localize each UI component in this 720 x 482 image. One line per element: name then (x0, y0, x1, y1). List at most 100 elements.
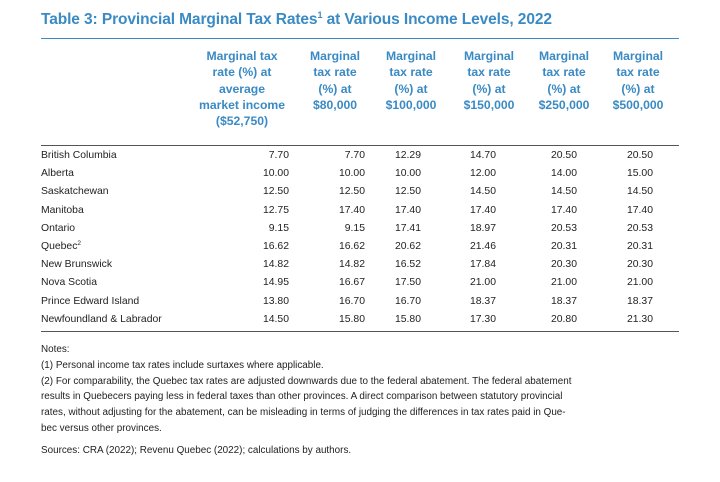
title-rule (41, 38, 679, 39)
rate-cell: 17.40 (469, 204, 496, 216)
table-row: New Brunswick 14.82 14.82 16.52 17.84 20.30 20… (41, 259, 681, 275)
rate-cell: 10.00 (394, 168, 421, 180)
province-name-text: Nova Scotia (41, 277, 98, 289)
rate-cell: 20.50 (550, 150, 577, 161)
rate-cell: 16.70 (394, 295, 421, 307)
province-name-text: Manitoba (41, 204, 84, 216)
note-2-line-1: (2) For comparability, the Quebec tax ra… (41, 375, 572, 387)
rate-cell: 20.30 (550, 259, 577, 271)
rate-cell: 10.00 (262, 168, 289, 180)
table-row: Saskatchewan 12.50 12.50 12.50 14.50 14.50 14.… (41, 186, 681, 202)
rate-cell: 15.00 (626, 168, 653, 180)
rate-cell: 20.53 (626, 222, 653, 234)
province-name: Saskatchewan (41, 186, 109, 197)
rate-cell: 10.00 (338, 168, 365, 180)
table-bottom-rule (41, 331, 679, 332)
rate-cell: 20.50 (626, 150, 653, 161)
rate-cell: 18.37 (550, 295, 577, 307)
table-row: Quebec2 16.62 16.62 20.62 21.46 20.31 20.31 (41, 240, 681, 257)
province-name: Quebec2 (41, 240, 82, 252)
column-header-80000: Marginal tax rate (%) at $80,000 (309, 49, 361, 112)
rate-cell: 7.70 (344, 150, 365, 161)
rate-cell: 20.30 (626, 259, 653, 271)
table-title-footnote-marker: 1 (317, 10, 323, 20)
province-name: New Brunswick (41, 259, 112, 270)
rate-cell: 17.40 (550, 204, 577, 216)
province-name: Prince Edward Island (41, 296, 139, 307)
rate-cell: 17.50 (394, 277, 421, 289)
rate-cell: 20.80 (550, 313, 577, 325)
header-rule (41, 145, 679, 146)
rate-cell: 17.30 (469, 313, 496, 325)
province-name: British Columbia (41, 150, 117, 161)
rate-cell: 20.31 (550, 241, 577, 252)
province-footnote-marker: 2 (77, 240, 82, 247)
province-name: Nova Scotia (41, 277, 97, 288)
rate-cell: 14.95 (262, 277, 289, 289)
sources-line: Sources: CRA (2022); Revenu Quebec (2022… (41, 444, 352, 456)
column-header-150000: Marginal tax rate (%) at $150,000 (463, 49, 515, 112)
rate-cell: 9.15 (344, 222, 365, 234)
table-row: Prince Edward Island 13.80 16.70 16.70 18.37… (41, 296, 681, 312)
column-header-average-income: Marginal tax rate (%) at average market … (198, 49, 286, 129)
province-name: Ontario (41, 223, 75, 234)
province-name: Manitoba (41, 205, 84, 216)
note-2-line-4: bec versus other provinces. (41, 422, 162, 434)
rate-cell: 7.70 (268, 150, 289, 161)
rate-cell: 14.50 (262, 313, 289, 325)
rate-cell: 21.00 (550, 277, 577, 289)
rate-cell: 15.80 (394, 313, 421, 325)
rate-cell: 12.00 (469, 168, 496, 180)
rate-cell: 14.82 (338, 259, 365, 271)
rate-cell: 20.53 (550, 222, 577, 234)
rate-cell: 14.70 (469, 150, 496, 161)
rate-cell: 17.40 (338, 204, 365, 216)
rate-cell: 18.37 (469, 295, 496, 307)
rate-cell: 20.31 (626, 241, 653, 252)
province-name: Alberta (41, 168, 74, 179)
column-header-250000: Marginal tax rate (%) at $250,000 (538, 49, 590, 112)
province-name-text: Saskatchewan (41, 186, 109, 198)
province-name-text: Alberta (41, 168, 74, 180)
province-name-text: Newfoundland & Labrador (41, 313, 162, 325)
note-1: (1) Personal income tax rates include su… (41, 359, 324, 371)
notes-heading: Notes: (41, 344, 70, 355)
rate-cell: 21.00 (626, 277, 653, 289)
province-name-text: Prince Edward Island (41, 295, 140, 307)
rate-cell: 12.50 (394, 186, 421, 198)
rate-cell: 14.50 (626, 186, 653, 198)
rate-cell: 17.41 (394, 222, 421, 234)
province-name-text: New Brunswick (41, 259, 113, 271)
table-row: Newfoundland & Labrador 14.50 15.80 15.80 17… (41, 314, 681, 330)
column-header-500000: Marginal tax rate (%) at $500,000 (612, 49, 664, 112)
table-title-text: Table 3: Provincial Marginal Tax Rates (41, 11, 318, 28)
rate-cell: 14.50 (550, 186, 577, 198)
rate-cell: 14.00 (550, 168, 577, 180)
rate-cell: 12.50 (262, 186, 289, 198)
table-row: British Columbia 7.70 7.70 12.29 14.70 20.50 2… (41, 150, 681, 166)
rate-cell: 17.84 (469, 259, 496, 271)
rate-cell: 17.40 (626, 204, 653, 216)
table-row: Manitoba 12.75 17.40 17.40 17.40 17.40 17.40 (41, 205, 681, 221)
rate-cell: 15.80 (338, 313, 365, 325)
table-row: Ontario 9.15 9.15 17.41 18.97 20.53 20.53 (41, 223, 681, 239)
province-name-text: Ontario (41, 222, 76, 234)
rate-cell: 13.80 (262, 295, 289, 307)
rate-cell: 16.62 (262, 241, 289, 252)
rate-cell: 18.97 (469, 222, 496, 234)
rate-cell: 21.46 (469, 241, 496, 252)
rate-cell: 18.37 (626, 295, 653, 307)
rate-cell: 14.50 (469, 186, 496, 198)
province-name-text: Quebec (41, 241, 78, 252)
note-2-line-2: results in Quebecers paying less in fede… (41, 391, 563, 403)
rate-cell: 14.82 (262, 259, 289, 271)
rate-cell: 9.15 (268, 222, 289, 234)
rate-cell: 16.70 (338, 295, 365, 307)
table-row: Nova Scotia 14.95 16.67 17.50 21.00 21.00 21.0… (41, 277, 681, 293)
rate-cell: 21.00 (469, 277, 496, 289)
rate-cell: 16.62 (338, 241, 365, 252)
rate-cell: 12.50 (338, 186, 365, 198)
table-title-text-rest: at Various Income Levels, 2022 (322, 11, 552, 28)
rate-cell: 20.62 (394, 241, 421, 252)
note-2-line-3: rates, without adjusting for the abateme… (41, 407, 566, 419)
